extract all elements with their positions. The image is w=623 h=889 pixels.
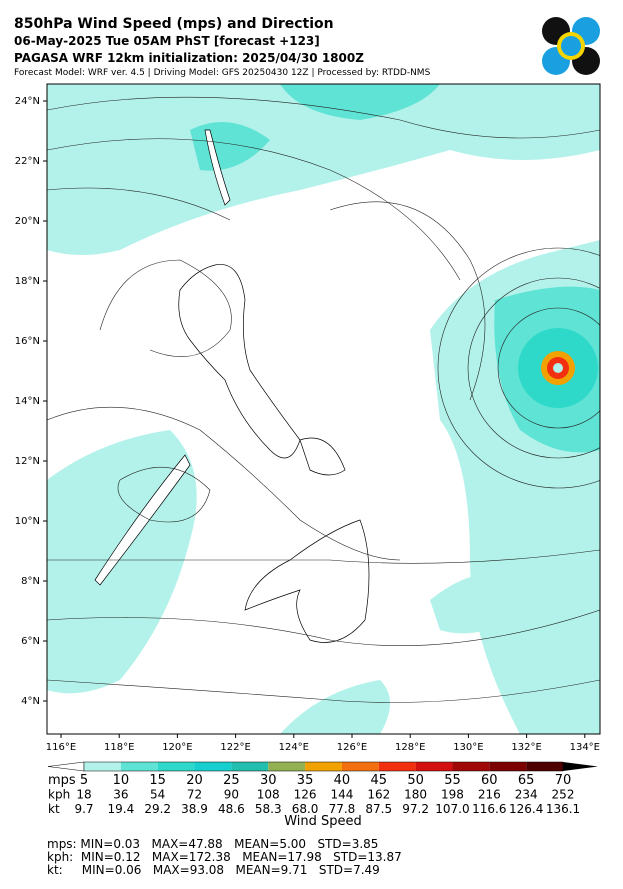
colorbar-value: 9.7 [74,802,93,816]
colorbar-value: 15 [149,773,166,788]
colorbar-segment [120,762,158,771]
colorbar-value: 19.4 [107,802,134,816]
colorbar-value: 36 [113,788,128,802]
lat-label: 16°N [15,336,40,347]
colorbar-value: 216 [478,788,501,802]
colorbar-segment [157,762,195,771]
lat-label: 20°N [15,216,40,227]
colorbar-segment [231,762,269,771]
colorbar-value: 108 [257,788,280,802]
lon-label: 126°E [337,742,367,753]
logo [542,17,600,75]
colorbar-value: 180 [404,788,427,802]
colorbar-value: 30 [260,773,277,788]
lat-label: 4°N [21,696,40,707]
lat-label: 14°N [15,396,40,407]
colorbar-frame [83,761,564,772]
init-time: PAGASA WRF 12km initialization: 2025/04/… [14,51,364,65]
colorbar-value: 70 [555,773,572,788]
colorbar-segment [452,762,490,771]
colorbar-segment [415,762,453,771]
lat-label: 8°N [21,576,40,587]
colorbar-value: 136.1 [546,802,580,816]
colorbar-value: 126.4 [509,802,543,816]
colorbar-value: 234 [515,788,538,802]
title: 850hPa Wind Speed (mps) and Direction [14,16,334,32]
stat-line: mps: MIN=0.03 MAX=47.88 MEAN=5.00 STD=3.… [47,837,378,851]
lat-label: 18°N [15,276,40,287]
lat-label: 12°N [15,456,40,467]
lon-label: 116°E [46,742,76,753]
colorbar-value: 68.0 [292,802,319,816]
lon-label: 124°E [279,742,309,753]
colorbar-end [563,762,598,771]
colorbar-value: 40 [334,773,351,788]
colorbar-value: 90 [224,788,239,802]
stat-line: kt: MIN=0.06 MAX=93.08 MEAN=9.71 STD=7.4… [47,863,380,877]
unit-label: kt [48,802,60,816]
colorbar-value: 38.9 [181,802,208,816]
colorbar-segment [489,762,527,771]
colorbar-value: 55 [444,773,461,788]
colorbar-value: 144 [330,788,353,802]
colorbar-value: 48.6 [218,802,245,816]
colorbar-value: 65 [518,773,535,788]
colorbar-value: 18 [76,788,91,802]
unit-label: kph [48,788,70,802]
colorbar-value: 77.8 [329,802,356,816]
stat-line: kph: MIN=0.12 MAX=172.38 MEAN=17.98 STD=… [47,850,402,864]
colorbar-segment [305,762,342,771]
colorbar-value: 10 [113,773,130,788]
land [94,129,370,643]
colorbar-value: 29.2 [144,802,171,816]
colorbar-value: 72 [187,788,202,802]
colorbar-value: 50 [407,773,424,788]
colorbar-segment [378,762,416,771]
colorbar-value: 198 [441,788,464,802]
lat-label: 10°N [15,516,40,527]
colorbar-segment [194,762,232,771]
colorbar-value: 60 [481,773,498,788]
colorbar-value: 116.6 [472,802,506,816]
colorbar-value: 20 [186,773,203,788]
colorbar-label: Wind Speed [284,814,362,829]
lon-label: 130°E [453,742,483,753]
lon-label: 132°E [511,742,541,753]
colorbar-segment [526,762,563,771]
streamlines [47,96,600,703]
colorbar-value: 252 [552,788,575,802]
colorbar-value: 5 [80,773,88,788]
lon-label: 122°E [220,742,250,753]
colorbar-value: 97.2 [402,802,429,816]
colorbar-value: 87.5 [365,802,392,816]
lon-label: 134°E [570,742,600,753]
colorbar-value: 58.3 [255,802,282,816]
colorbar-value: 126 [294,788,317,802]
lat-label: 6°N [21,636,40,647]
lat-label: 22°N [15,156,40,167]
colorbar-value: 45 [370,773,387,788]
credits: Forecast Model: WRF ver. 4.5 | Driving M… [14,68,431,78]
map [47,84,600,734]
map-frame [46,83,601,735]
colorbar-value: 25 [223,773,240,788]
colorbar-value: 35 [297,773,314,788]
unit-label: mps [48,773,76,788]
colorbar-segment [268,762,306,771]
lon-label: 128°E [395,742,425,753]
colorbar-value: 162 [367,788,390,802]
colorbar-value: 107.0 [435,802,469,816]
valid-time: 06-May-2025 Tue 05AM PhST [forecast +123… [14,34,320,48]
lon-label: 120°E [162,742,192,753]
colorbar-value: 54 [150,788,165,802]
colorbar-end [47,761,85,772]
lat-label: 24°N [15,96,40,107]
lon-label: 118°E [104,742,134,753]
colorbar-segment [84,762,121,771]
colorbar-segment [341,762,379,771]
